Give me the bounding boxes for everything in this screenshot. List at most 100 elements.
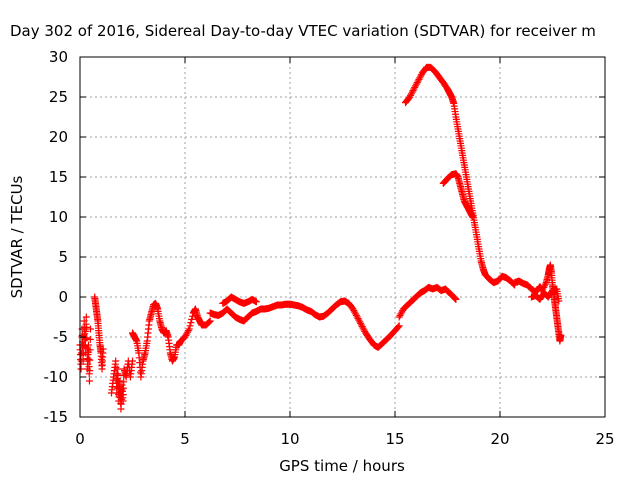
plot-frame: [79, 56, 606, 418]
data-point: [205, 318, 213, 326]
x-tick-label: 25: [595, 430, 614, 448]
data-point: [77, 365, 85, 373]
data-point: [82, 327, 90, 335]
grid-lines: [80, 57, 605, 417]
x-axis-ticks: 0 5 10 15 20 25: [75, 57, 615, 448]
data-point: [354, 315, 362, 323]
data-point: [86, 367, 94, 375]
data-point: [356, 318, 364, 326]
data-point: [406, 93, 414, 101]
data-point: [359, 324, 367, 332]
data-point: [119, 384, 127, 392]
x-tick-label: 20: [490, 430, 509, 448]
data-point: [555, 297, 563, 305]
data-point: [206, 317, 214, 325]
data-point: [112, 357, 120, 365]
data-point: [184, 327, 192, 335]
data-point: [358, 323, 366, 331]
data-point: [409, 87, 417, 95]
data-point: [129, 357, 136, 365]
data-point: [355, 316, 363, 324]
data-point: [407, 90, 415, 98]
data-point: [415, 75, 423, 83]
data-point: [119, 397, 127, 405]
y-tick-label: 30: [49, 48, 68, 66]
data-point: [352, 310, 360, 318]
data-point: [187, 319, 195, 327]
data-point: [417, 72, 425, 80]
data-point: [114, 365, 122, 373]
data-point: [398, 308, 406, 316]
data-point: [395, 313, 403, 321]
x-tick-label: 15: [385, 430, 404, 448]
y-tick-label: -15: [44, 408, 69, 426]
y-tick-label: 20: [49, 128, 68, 146]
y-tick-label: -10: [44, 368, 69, 386]
x-tick-label: 0: [75, 430, 85, 448]
data-point: [408, 88, 416, 96]
data-point: [395, 322, 403, 330]
data-point: [182, 331, 190, 339]
data-point: [541, 282, 549, 290]
data-point: [541, 280, 549, 288]
data-point: [83, 323, 91, 331]
y-tick-label: 0: [58, 288, 68, 306]
data-point: [83, 334, 91, 342]
data-point: [350, 307, 358, 315]
data-point: [114, 371, 122, 379]
data-point: [357, 319, 365, 327]
data-points: [76, 63, 565, 413]
data-point: [79, 357, 87, 365]
data-point: [357, 321, 365, 329]
data-point: [86, 356, 94, 364]
data-point: [205, 319, 213, 327]
x-axis-label: GPS time / hours: [279, 457, 405, 475]
data-point: [252, 298, 260, 306]
y-tick-label: 25: [49, 88, 68, 106]
data-point: [412, 82, 420, 90]
data-point: [396, 311, 404, 319]
chart-title: Day 302 of 2016, Sidereal Day-to-day VTE…: [10, 22, 596, 40]
data-point: [394, 323, 402, 331]
data-point: [84, 341, 92, 349]
data-point: [411, 83, 419, 91]
data-point: [184, 328, 192, 336]
data-point: [414, 77, 422, 85]
data-point: [83, 344, 91, 352]
data-point: [86, 346, 94, 354]
y-tick-label: 15: [49, 168, 68, 186]
data-point: [185, 325, 193, 333]
y-tick-label: -5: [53, 328, 68, 346]
data-point: [188, 315, 196, 323]
data-point: [410, 85, 418, 93]
data-point: [85, 377, 93, 385]
data-point: [120, 378, 128, 386]
data-point: [86, 335, 94, 343]
data-point: [349, 305, 357, 313]
y-tick-label: 5: [58, 248, 68, 266]
data-point: [469, 213, 477, 221]
data-point: [412, 80, 420, 88]
data-point: [360, 326, 368, 334]
data-point: [353, 313, 361, 321]
data-point: [397, 310, 405, 318]
data-point: [183, 330, 191, 338]
y-tick-label: 10: [49, 208, 68, 226]
data-point: [413, 79, 421, 87]
x-tick-label: 5: [180, 430, 190, 448]
data-point: [99, 345, 107, 353]
data-point: [85, 355, 93, 363]
y-axis-ticks: -15 -10 -5 0 5 10 15 20 25 30: [44, 48, 605, 426]
data-point: [181, 333, 189, 341]
data-point: [416, 74, 424, 82]
y-axis-label: SDTVAR / TECUs: [8, 175, 26, 298]
data-point: [82, 335, 90, 343]
data-point: [87, 325, 94, 333]
data-point: [82, 313, 90, 321]
data-point: [351, 308, 359, 316]
data-point: [119, 391, 127, 399]
data-point: [557, 331, 565, 339]
data-point: [407, 91, 415, 99]
data-point: [189, 312, 197, 320]
